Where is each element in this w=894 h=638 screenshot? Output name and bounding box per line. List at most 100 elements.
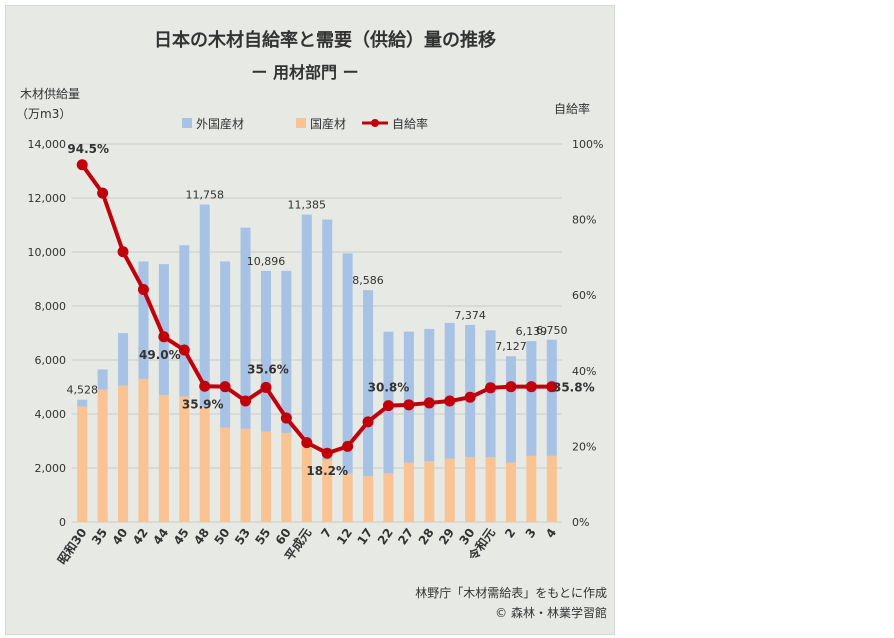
bar-foreign [97, 369, 108, 390]
legend-swatch-foreign [182, 118, 192, 128]
bar-domestic [281, 432, 292, 522]
bar-foreign [301, 214, 312, 440]
x-tick-label: 昭和30 [54, 525, 90, 567]
x-tick-label: 35 [89, 526, 110, 548]
x-tick-label: 45 [171, 526, 192, 548]
bar-foreign [281, 270, 292, 433]
bar-domestic [383, 473, 394, 522]
rate-point [382, 400, 394, 412]
rate-point [199, 380, 211, 392]
bar-foreign [77, 399, 88, 407]
rate-label: 35.6% [247, 362, 289, 376]
credit-note: © 森林・林業学習館 [495, 605, 607, 620]
rate-point [76, 159, 88, 171]
left-tick-label: 8,000 [35, 300, 67, 313]
bar-foreign [444, 322, 455, 459]
bars [77, 204, 557, 522]
bar-domestic [322, 459, 333, 522]
left-tick-label: 6,000 [35, 354, 67, 367]
x-tick-label: 42 [130, 526, 151, 548]
left-tick-label: 12,000 [28, 192, 67, 205]
bar-domestic [77, 406, 88, 522]
bar-domestic [301, 439, 312, 522]
bar-foreign [403, 331, 414, 463]
bar-foreign [505, 356, 516, 463]
rate-value-labels: 94.5% 49.0% 35.9% 35.6% 18.2% 30.8% 35.8% [67, 142, 594, 478]
right-tick-label: 60% [572, 289, 596, 302]
bar-total-label: 6,139 [516, 325, 548, 338]
bar-domestic [526, 455, 537, 522]
x-tick-label: 2 [502, 526, 518, 541]
rate-point [158, 331, 170, 343]
rate-label: 30.8% [368, 381, 410, 395]
bar-domestic [199, 407, 210, 522]
bar-domestic [158, 395, 169, 522]
rate-point [321, 447, 333, 459]
gridlines [72, 143, 562, 523]
bar-domestic [505, 462, 516, 522]
legend-label-foreign: 外国産材 [196, 116, 244, 131]
x-tick-label: 17 [354, 526, 375, 548]
source-note: 林野庁「木材需給表」をもとに作成 [415, 586, 607, 600]
bar-foreign [220, 261, 231, 428]
bar-domestic [465, 457, 476, 522]
x-tick-label: 3 [523, 526, 539, 541]
x-tick-label: 28 [416, 526, 437, 548]
chart-subtitle: ー 用材部門 ー [251, 63, 358, 82]
bar-domestic [403, 462, 414, 522]
left-axis-ticks: 0 2,000 4,000 6,000 8,000 10,000 12,000 14,000 [28, 138, 67, 529]
bar-domestic [220, 427, 231, 522]
rate-point [546, 381, 558, 393]
x-tick-label: 48 [191, 526, 212, 548]
bar-total-label: 11,385 [288, 199, 327, 212]
x-tick-label: 12 [334, 526, 355, 548]
left-tick-label: 2,000 [35, 462, 67, 475]
x-tick-label: 53 [232, 526, 253, 548]
bar-foreign [118, 333, 129, 386]
bar-domestic [363, 476, 374, 522]
bar-total-label: 6,750 [536, 324, 568, 337]
x-tick-label: 7 [318, 526, 334, 541]
left-axis-unit: （万m3） [16, 107, 71, 121]
bar-total-label: 10,896 [247, 255, 286, 268]
bar-total-label: 8,586 [352, 274, 384, 287]
bar-domestic [240, 428, 251, 522]
right-axis-label: 自給率 [554, 101, 590, 116]
bar-domestic [179, 396, 190, 522]
rate-point [403, 399, 415, 411]
rate-point [525, 381, 537, 393]
bar-domestic [118, 385, 129, 522]
rate-point [444, 395, 456, 407]
bar-foreign [546, 339, 557, 456]
chart-svg: 日本の木材自給率と需要（供給）量の推移 ー 用材部門 ー 木材供給量 （万m3）… [16, 29, 607, 620]
rate-point [280, 412, 292, 424]
bar-foreign [158, 264, 169, 396]
rate-point [240, 395, 252, 407]
rate-point [342, 440, 354, 452]
legend-label-domestic: 国産材 [310, 116, 346, 131]
x-tick-label: 50 [212, 526, 233, 548]
legend: 外国産材 国産材 自給率 [182, 116, 428, 131]
legend-label-rate: 自給率 [392, 116, 428, 131]
bar-foreign [526, 341, 537, 456]
x-tick-label: 55 [252, 526, 273, 548]
bar-domestic [444, 458, 455, 522]
right-tick-label: 80% [572, 214, 596, 227]
left-tick-label: 14,000 [28, 138, 67, 151]
left-tick-label: 10,000 [28, 246, 67, 259]
bar-foreign [199, 204, 210, 408]
bar-foreign [424, 328, 435, 462]
bar-total-label: 4,528 [66, 384, 98, 397]
bar-domestic [485, 457, 496, 522]
legend-marker-rate [371, 119, 379, 127]
x-tick-label: 27 [395, 526, 416, 548]
rate-point [260, 381, 272, 393]
bar-foreign [179, 245, 190, 397]
x-tick-label: 29 [436, 526, 457, 548]
bar-domestic [138, 378, 149, 522]
bar-total-label: 7,127 [495, 340, 527, 353]
bar-total-label: 11,758 [185, 189, 224, 202]
left-tick-label: 4,000 [35, 408, 67, 421]
legend-swatch-domestic [296, 118, 306, 128]
